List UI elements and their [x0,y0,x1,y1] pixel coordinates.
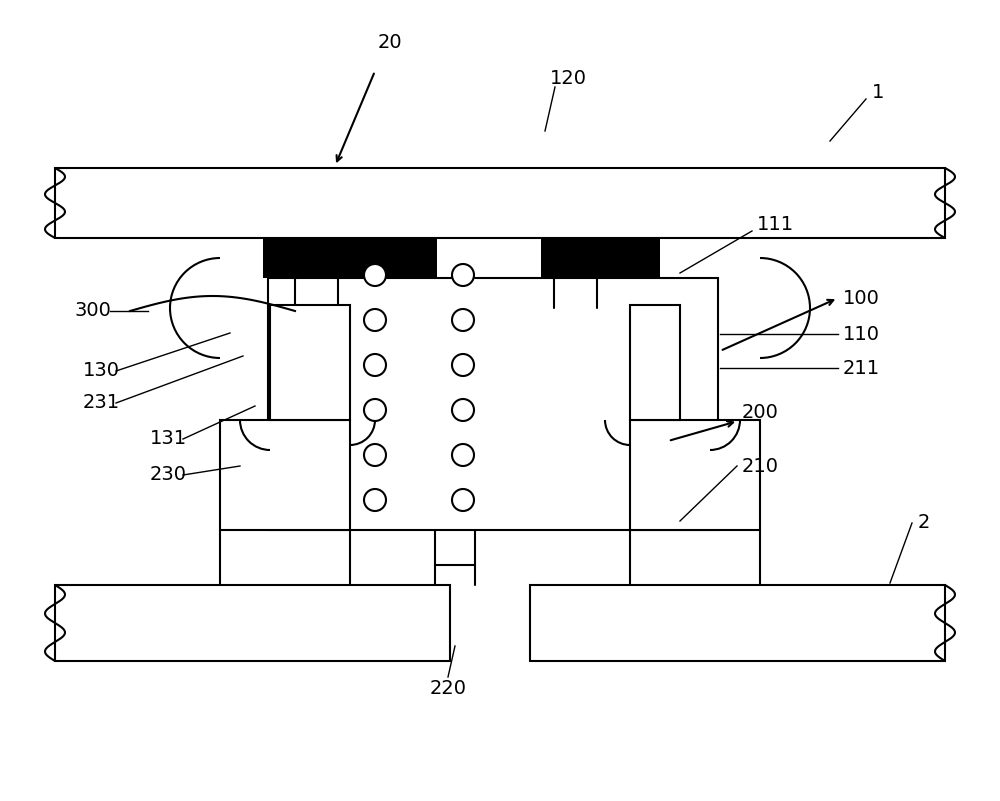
Bar [530,585,945,661]
Text: 100: 100 [843,288,880,308]
Text: 210: 210 [742,457,779,476]
Bar [270,305,350,420]
Circle shape [364,264,386,286]
Bar [541,238,660,278]
Text: 211: 211 [843,359,880,377]
Circle shape [364,354,386,376]
Text: 220: 220 [430,679,466,698]
Circle shape [364,444,386,466]
Text: 131: 131 [150,429,187,449]
Text: 130: 130 [83,361,120,380]
Circle shape [364,489,386,511]
Text: 1: 1 [872,83,884,103]
Bar [55,585,450,661]
Circle shape [452,399,474,421]
Text: 200: 200 [742,404,779,422]
Text: 2: 2 [918,513,930,533]
Text: 300: 300 [75,301,112,320]
Text: 110: 110 [843,324,880,344]
Circle shape [452,444,474,466]
Text: 111: 111 [757,215,794,235]
Bar [263,238,437,278]
Text: 120: 120 [550,70,586,88]
Circle shape [364,309,386,331]
Text: 230: 230 [150,465,187,485]
Text: 20: 20 [378,34,402,53]
Circle shape [452,309,474,331]
Text: 231: 231 [83,393,120,413]
Circle shape [452,264,474,286]
Circle shape [452,489,474,511]
Circle shape [452,354,474,376]
Bar [630,420,760,530]
Bar [630,305,680,420]
Bar [268,278,718,530]
Bar [220,420,350,530]
Bar [55,168,945,238]
Circle shape [364,399,386,421]
